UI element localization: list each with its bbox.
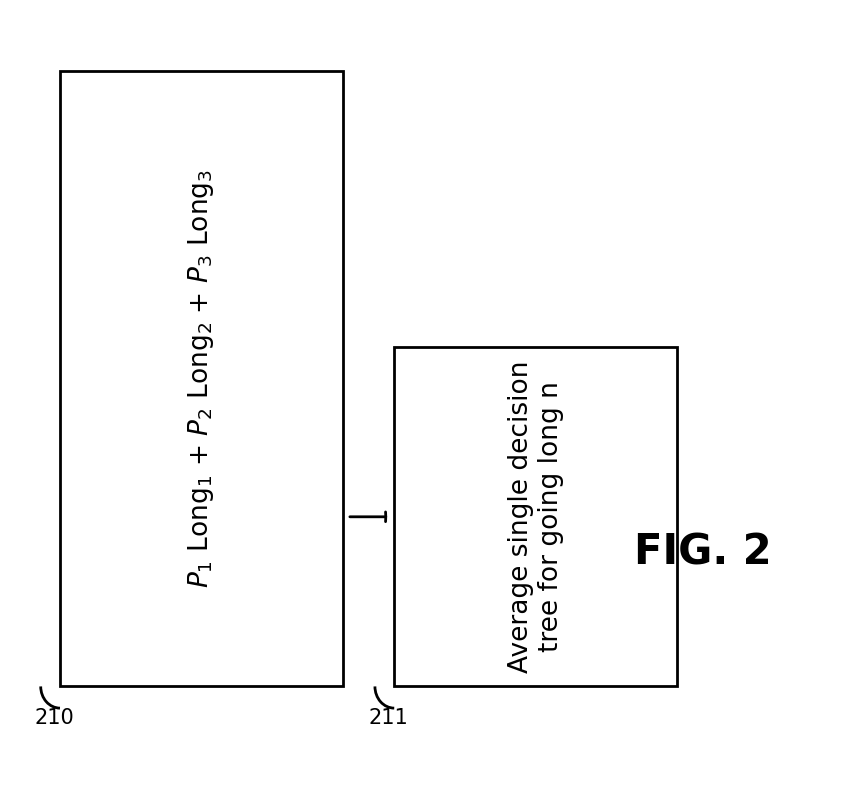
Text: 210: 210 (34, 708, 74, 728)
Text: 211: 211 (369, 708, 408, 728)
FancyBboxPatch shape (394, 347, 677, 686)
Text: FIG. 2: FIG. 2 (634, 531, 771, 574)
FancyBboxPatch shape (60, 71, 343, 686)
Text: Average single decision
tree for going long n: Average single decision tree for going l… (507, 361, 564, 673)
Text: $P_1$ Long$_1$ + $P_2$ Long$_2$ + $P_3$ Long$_3$: $P_1$ Long$_1$ + $P_2$ Long$_2$ + $P_3$ … (186, 169, 217, 589)
